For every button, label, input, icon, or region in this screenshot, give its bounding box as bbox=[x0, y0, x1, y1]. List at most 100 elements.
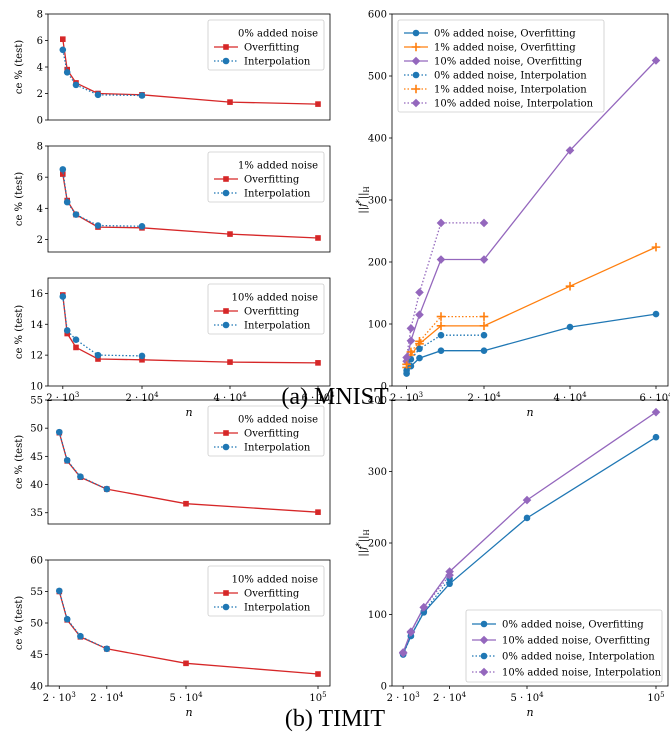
panel-mnist-err-0: 0 2 4 6 8 ce % (test) 0% added noise Overfittin… bbox=[14, 10, 331, 127]
x-tick-label: 2 · 104 bbox=[125, 391, 159, 404]
data-point bbox=[445, 570, 454, 580]
data-point bbox=[138, 92, 146, 99]
data-point bbox=[72, 81, 80, 89]
legend-marker bbox=[222, 443, 230, 451]
data-point bbox=[651, 56, 661, 65]
legend-frame bbox=[207, 405, 325, 457]
x-tick-label: 4 · 104 bbox=[553, 391, 587, 404]
legend-label: Overfitting bbox=[244, 589, 300, 600]
x-tick-label: 5 · 104 bbox=[169, 691, 203, 704]
data-point bbox=[479, 321, 489, 331]
y-tick-label: 45 bbox=[30, 650, 43, 661]
legend-label: 1% added noise, Overfitting bbox=[434, 43, 576, 54]
data-point bbox=[63, 198, 71, 206]
legend-marker bbox=[222, 321, 230, 329]
legend-marker bbox=[222, 57, 230, 65]
legend-label: 0% added noise, Overfitting bbox=[502, 620, 644, 631]
data-point bbox=[437, 331, 445, 339]
x-tick-label: 2 · 104 bbox=[467, 391, 501, 404]
legend-label: Overfitting bbox=[244, 43, 300, 54]
data-point bbox=[59, 293, 67, 300]
legend: 10% added noise Overfitting Interpolation bbox=[207, 283, 325, 335]
ylabel: ||f*||H bbox=[355, 529, 371, 556]
data-point bbox=[183, 500, 189, 507]
data-point bbox=[416, 354, 423, 362]
caption-mnist: (a) MNIST bbox=[281, 384, 389, 410]
legend-label: Interpolation bbox=[244, 321, 311, 332]
legend: 0% added noise, Overfitting 10% added noi… bbox=[465, 609, 663, 683]
ylabel: ||f*||H bbox=[355, 186, 371, 213]
data-point bbox=[479, 218, 489, 228]
xlabel: n bbox=[185, 706, 192, 719]
data-point bbox=[437, 347, 445, 354]
plot-frame bbox=[47, 145, 331, 253]
data-point bbox=[398, 648, 408, 658]
series-line bbox=[58, 431, 108, 490]
data-point bbox=[55, 587, 63, 595]
y-tick-label: 12 bbox=[30, 351, 43, 362]
xlabel: n bbox=[185, 406, 192, 419]
data-point bbox=[436, 312, 446, 321]
legend-marker bbox=[222, 603, 230, 611]
series-line bbox=[62, 49, 143, 97]
data-point bbox=[139, 356, 145, 363]
panel-mnist-norm: 0 100 200 300 400 500 600 2 · 103 2 · 104 4 · 104… bbox=[355, 10, 670, 420]
x-tick-label: 2 · 103 bbox=[43, 691, 76, 704]
data-point bbox=[436, 255, 446, 264]
data-point bbox=[103, 485, 111, 493]
legend: 1% added noise Overfitting Interpolation bbox=[207, 151, 325, 203]
data-point bbox=[315, 101, 321, 107]
y-tick-label: 50 bbox=[30, 619, 43, 630]
x-tick-label: 2 · 103 bbox=[390, 391, 423, 404]
x-tick-label: 2 · 103 bbox=[387, 691, 420, 704]
plot-frame bbox=[47, 399, 331, 525]
y-tick-label: 200 bbox=[368, 539, 387, 550]
legend-marker bbox=[411, 42, 421, 52]
legend-label: 10% added noise, Overfitting bbox=[502, 636, 651, 647]
data-point bbox=[652, 310, 660, 318]
y-tick-label: 300 bbox=[368, 196, 387, 207]
y-tick-label: 400 bbox=[368, 134, 387, 145]
data-point bbox=[523, 514, 531, 522]
data-point bbox=[72, 336, 80, 344]
legend-label: 0% added noise, Interpolation bbox=[502, 652, 655, 663]
y-tick-label: 500 bbox=[368, 72, 387, 83]
series-line bbox=[405, 334, 484, 371]
data-point bbox=[415, 337, 424, 346]
data-point bbox=[406, 336, 416, 346]
y-tick-label: 4 bbox=[37, 204, 43, 215]
data-point bbox=[95, 356, 101, 362]
data-point bbox=[227, 359, 233, 365]
ylabel: ce % (test) bbox=[14, 172, 25, 226]
legend-frame bbox=[207, 151, 325, 203]
x-tick-label: 105 bbox=[647, 691, 664, 704]
data-point bbox=[479, 312, 489, 321]
data-point bbox=[566, 323, 574, 331]
ylabel: ce % (test) bbox=[14, 40, 25, 94]
legend-label: Interpolation bbox=[244, 189, 311, 200]
data-point bbox=[416, 345, 423, 353]
legend-marker bbox=[412, 29, 420, 37]
legend-frame bbox=[465, 609, 663, 683]
y-tick-label: 0 bbox=[37, 116, 43, 127]
y-tick-label: 40 bbox=[30, 480, 43, 491]
data-point bbox=[59, 166, 67, 173]
data-point bbox=[315, 360, 321, 366]
legend-marker bbox=[479, 635, 489, 645]
legend-marker bbox=[223, 308, 229, 314]
panel-timit-err-0: 35 40 45 50 55 ce % (test) 0% added noise Overf… bbox=[14, 396, 331, 525]
legend-label: Interpolation bbox=[244, 603, 311, 614]
xlabel: n bbox=[526, 706, 533, 719]
y-tick-label: 4 bbox=[37, 63, 43, 74]
data-point bbox=[63, 615, 71, 623]
legend-title: 0% added noise bbox=[238, 415, 318, 426]
data-point bbox=[63, 457, 71, 464]
data-point bbox=[227, 99, 233, 105]
data-point bbox=[651, 407, 661, 417]
y-tick-label: 6 bbox=[37, 173, 43, 184]
legend-title: 10% added noise bbox=[232, 293, 318, 304]
data-point bbox=[315, 671, 321, 677]
series-line bbox=[62, 169, 143, 227]
legend-label: Overfitting bbox=[244, 175, 300, 186]
data-point bbox=[103, 645, 111, 653]
